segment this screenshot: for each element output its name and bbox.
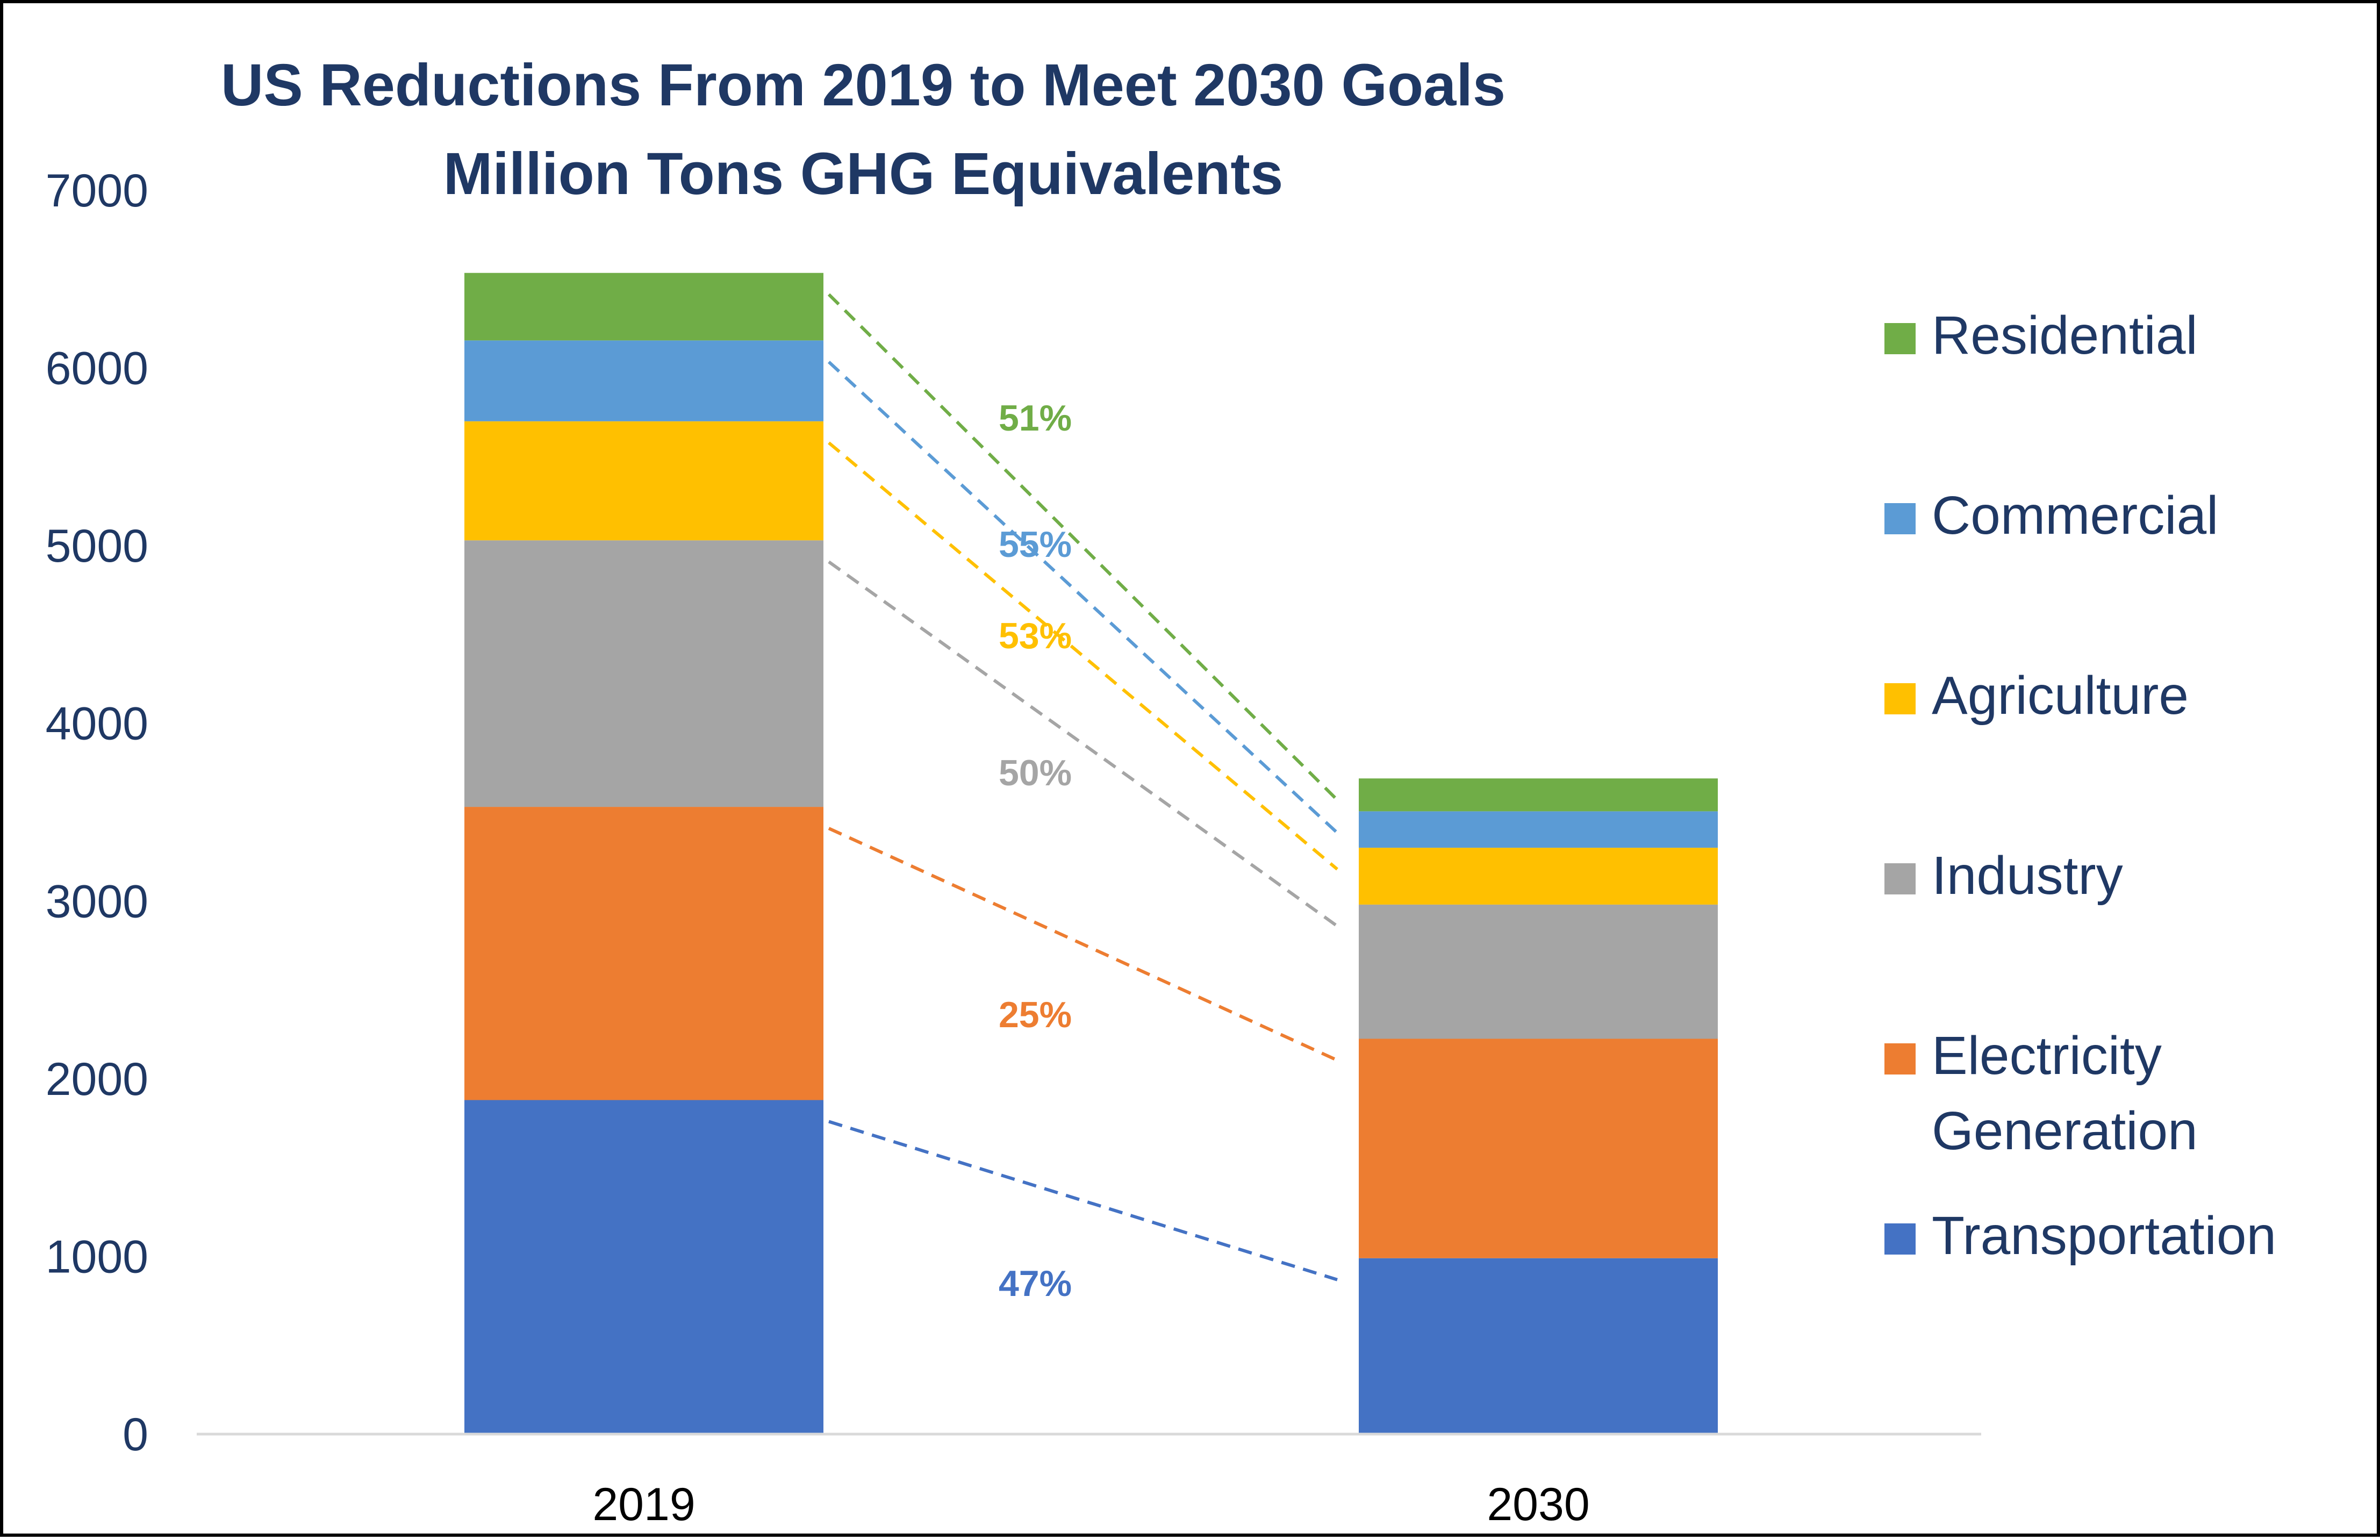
connector-agriculture — [828, 441, 1338, 871]
legend-label-electricity-generation: Electricity — [1932, 1026, 2162, 1086]
legend-swatch-electricity-generation — [1884, 1043, 1916, 1075]
x-tick-label: 2019 — [592, 1479, 695, 1530]
connector-industry — [828, 560, 1338, 928]
bar-2019-industry — [464, 540, 823, 807]
legend-swatch-residential — [1884, 323, 1916, 354]
x-axis: 2019 2030 — [197, 1432, 1981, 1530]
connector-transportation — [828, 1120, 1338, 1281]
bar-2030-commercial — [1359, 811, 1718, 848]
legend: Residential Commercial Agriculture Industry… — [1884, 305, 2276, 1266]
legend-swatch-transportation — [1884, 1223, 1916, 1255]
bar-2019-commercial — [464, 340, 823, 421]
reduction-label-agriculture: 53% — [999, 615, 1072, 656]
bar-2030-industry — [1359, 904, 1718, 1039]
legend-swatch-agriculture — [1884, 683, 1916, 714]
bars-group — [464, 273, 1718, 1434]
y-tick-label: 0 — [123, 1409, 148, 1460]
y-tick-label: 2000 — [46, 1054, 148, 1105]
chart-subtitle: Million Tons GHG Equivalents — [443, 141, 1284, 207]
stacked-bar-chart: US Reductions From 2019 to Meet 2030 Goa… — [46, 52, 2276, 1530]
bar-2019-residential — [464, 273, 823, 341]
bar-2019-transportation — [464, 1100, 823, 1434]
reduction-label-commercial: 55% — [999, 524, 1072, 565]
reduction-label-electricity-generation: 25% — [999, 994, 1072, 1035]
y-tick-label: 4000 — [46, 698, 148, 750]
reduction-connectors: 47% 25% 50% 53% 55% 51% — [827, 293, 1339, 1304]
bar-2019-agriculture — [464, 421, 823, 541]
connector-electricity-generation — [828, 827, 1338, 1062]
y-tick-label: 5000 — [46, 520, 148, 572]
bar-2030-transportation — [1359, 1258, 1718, 1434]
y-tick-label: 6000 — [46, 343, 148, 395]
connector-residential — [827, 293, 1339, 801]
chart-title: US Reductions From 2019 to Meet 2030 Goa… — [221, 52, 1506, 118]
legend-label-residential: Residential — [1932, 305, 2198, 366]
legend-swatch-commercial — [1884, 503, 1916, 534]
legend-label-electricity-generation-line2: Generation — [1932, 1101, 2198, 1161]
reduction-label-residential: 51% — [999, 398, 1072, 439]
bar-2030-agriculture — [1359, 848, 1718, 905]
legend-label-commercial: Commercial — [1932, 485, 2218, 546]
legend-swatch-industry — [1884, 863, 1916, 894]
y-tick-label: 7000 — [46, 165, 148, 217]
reduction-label-transportation: 47% — [999, 1263, 1072, 1304]
connector-commercial — [827, 361, 1339, 834]
bar-2030-electricity-generation — [1359, 1038, 1718, 1258]
x-tick-label: 2030 — [1487, 1479, 1589, 1530]
legend-label-industry: Industry — [1932, 846, 2123, 906]
legend-label-transportation: Transportation — [1932, 1206, 2276, 1266]
bar-2030-residential — [1359, 778, 1718, 812]
reduction-label-industry: 50% — [999, 753, 1072, 793]
y-tick-label: 3000 — [46, 876, 148, 927]
y-axis: 0 1000 2000 3000 4000 5000 6000 7000 — [46, 165, 148, 1460]
legend-label-agriculture: Agriculture — [1932, 665, 2189, 726]
bar-2019-electricity-generation — [464, 807, 823, 1100]
y-tick-label: 1000 — [46, 1231, 148, 1283]
